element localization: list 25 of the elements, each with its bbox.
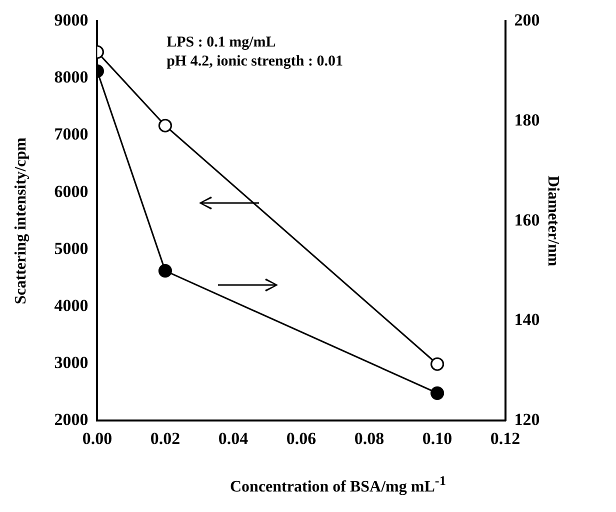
- y2-axis-title: Diameter/nm: [544, 176, 562, 267]
- x-tick-label: 0.10: [422, 429, 452, 448]
- y-tick-label: 2000: [54, 410, 88, 429]
- y-tick-label: 9000: [54, 10, 88, 30]
- x-axis-title: Concentration of BSA/mg mL$^{-1}$: [229, 473, 447, 496]
- annotation: pH 4.2, ionic strength : 0.01: [166, 54, 343, 70]
- y-tick-label: 7000: [54, 124, 88, 144]
- y-tick-label: 4000: [54, 296, 88, 315]
- y-tick-label: 8000: [54, 68, 88, 87]
- y2-tick-label: 140: [514, 310, 540, 330]
- y2-tick-label: 120: [514, 410, 540, 429]
- y2-tick-label: 180: [514, 110, 540, 130]
- x-tick-label: 0.04: [218, 429, 249, 448]
- x-tick-label: 0.12: [490, 429, 520, 448]
- x-tick-label: 0.06: [286, 429, 316, 448]
- x-tick-label: 0.02: [150, 429, 180, 448]
- y-tick-label: 5000: [54, 238, 88, 258]
- annotation: LPS : 0.1 mg/mL: [166, 34, 276, 51]
- y2-tick-label: 200: [514, 10, 540, 30]
- y-tick-label: 3000: [54, 352, 88, 372]
- x-tick-label: 0.08: [354, 429, 384, 448]
- y2-tick-label: 160: [514, 210, 540, 230]
- x-tick-label: 0.00: [82, 429, 112, 448]
- y-axis-title: Scattering intensity/cpm: [12, 136, 30, 304]
- y-tick-label: 6000: [54, 182, 88, 201]
